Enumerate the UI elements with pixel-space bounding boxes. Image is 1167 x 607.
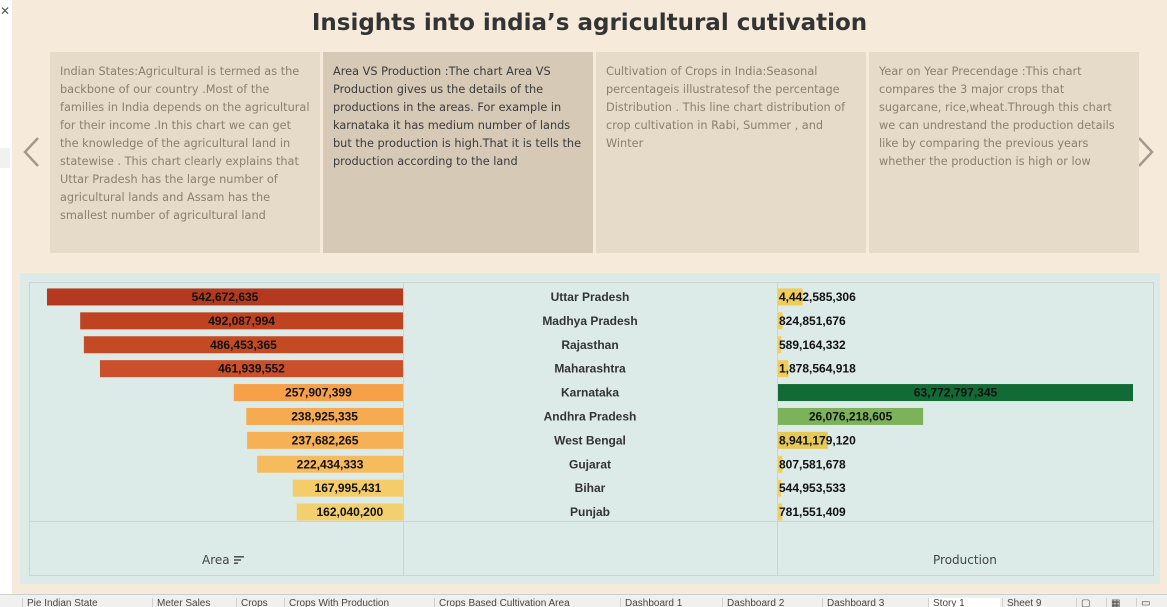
chevron-left-icon bbox=[23, 137, 39, 167]
area-bar[interactable] bbox=[246, 407, 403, 425]
production-value-label: 26,076,218,605 bbox=[809, 409, 893, 423]
state-label: Karnataka bbox=[561, 386, 619, 400]
area-value-label: 461,939,552 bbox=[218, 362, 285, 376]
state-label: West Bengal bbox=[554, 433, 626, 447]
new-story-icon[interactable]: ▭ bbox=[1136, 598, 1167, 607]
sheet-tab-active[interactable]: Story 1 bbox=[928, 598, 1000, 607]
production-axis-label: Production bbox=[933, 553, 997, 567]
sheet-tab[interactable]: Meter Sales bbox=[152, 598, 234, 607]
sheet-tab[interactable]: Pie Indian State bbox=[22, 598, 150, 607]
area-bar[interactable] bbox=[233, 384, 403, 402]
production-value-label: 4,442,585,306 bbox=[779, 290, 856, 304]
sheet-tab[interactable]: Crops Based Cultivation Area bbox=[434, 598, 618, 607]
area-value-label: 238,925,335 bbox=[291, 409, 358, 423]
production-bar[interactable] bbox=[778, 431, 828, 449]
state-label: Gujarat bbox=[569, 457, 611, 471]
production-bar[interactable] bbox=[778, 312, 783, 330]
production-bar[interactable] bbox=[778, 288, 803, 306]
sheet-tab[interactable]: Dashboard 2 bbox=[722, 598, 820, 607]
area-bar[interactable] bbox=[296, 503, 403, 521]
area-bar[interactable] bbox=[80, 312, 404, 330]
story-point-text: Year on Year Precendage :This chart comp… bbox=[879, 65, 1115, 168]
story-point-text: Indian States:Agricultural is termed as … bbox=[60, 65, 310, 222]
production-bar[interactable] bbox=[778, 479, 782, 497]
area-value-label: 492,087,994 bbox=[208, 314, 275, 328]
sheet-tab[interactable]: Crops With Production bbox=[284, 598, 432, 607]
story-point-1[interactable]: Indian States:Agricultural is termed as … bbox=[50, 52, 320, 253]
production-value-label: 1,878,564,918 bbox=[779, 362, 856, 376]
production-value-label: 544,953,533 bbox=[779, 481, 846, 495]
new-sheet-icon[interactable]: ▢ bbox=[1076, 598, 1104, 607]
area-axis-text: Area bbox=[202, 553, 230, 567]
area-axis-label: Area bbox=[202, 553, 245, 568]
production-value-label: 589,164,332 bbox=[779, 338, 846, 352]
state-label: Uttar Pradesh bbox=[551, 290, 630, 304]
next-point-button[interactable] bbox=[1134, 134, 1156, 170]
area-value-label: 222,434,333 bbox=[297, 457, 364, 471]
production-bar[interactable] bbox=[778, 360, 789, 378]
area-value-label: 542,672,635 bbox=[192, 290, 259, 304]
production-value-label: 824,851,676 bbox=[779, 314, 846, 328]
story-title: Insights into india’s agricultural cutiv… bbox=[311, 10, 868, 36]
production-bar[interactable] bbox=[778, 407, 924, 425]
production-value-label: 8,941,179,120 bbox=[779, 433, 856, 447]
production-bar[interactable] bbox=[778, 503, 783, 521]
story-point-text: Area VS Production :The chart Area VS Pr… bbox=[333, 65, 582, 168]
area-vs-production-chart: 542,672,635 Uttar Pradesh 4,442,585,306 492… bbox=[47, 288, 1133, 521]
area-bar[interactable] bbox=[257, 455, 403, 473]
sort-icon[interactable] bbox=[233, 554, 245, 568]
production-bar[interactable] bbox=[778, 336, 782, 354]
state-label: Maharashtra bbox=[554, 362, 626, 376]
production-bar[interactable] bbox=[778, 455, 783, 473]
sheet-tab[interactable]: Dashboard 3 bbox=[822, 598, 926, 607]
chart-area: 542,672,635 Uttar Pradesh 4,442,585,306 492… bbox=[29, 282, 1154, 576]
new-dashboard-icon[interactable]: ▦ bbox=[1106, 598, 1134, 607]
area-bar[interactable] bbox=[83, 336, 403, 354]
story-point-3[interactable]: Cultivation of Crops in India:Seasonal p… bbox=[596, 52, 866, 253]
state-label: Rajasthan bbox=[561, 338, 618, 352]
story-point-2[interactable]: Area VS Production :The chart Area VS Pr… bbox=[323, 52, 593, 253]
close-icon[interactable]: ✕ bbox=[0, 4, 11, 18]
sheet-tab[interactable]: Crops bbox=[236, 598, 282, 607]
production-value-label: 63,772,797,345 bbox=[914, 386, 998, 400]
sheet-tab[interactable]: Sheet 9 bbox=[1002, 598, 1072, 607]
story-canvas: Insights into india’s agricultural cutiv… bbox=[12, 0, 1167, 594]
production-value-label: 807,581,678 bbox=[779, 457, 846, 471]
sheet-tab[interactable]: Dashboard 1 bbox=[620, 598, 720, 607]
divider-left bbox=[403, 283, 404, 575]
state-label: Andhra Pradesh bbox=[544, 409, 637, 423]
area-value-label: 257,907,399 bbox=[285, 386, 352, 400]
area-value-label: 486,453,365 bbox=[210, 338, 277, 352]
state-label: Punjab bbox=[570, 505, 610, 519]
divider-right bbox=[777, 283, 778, 575]
axis-divider bbox=[30, 521, 1153, 522]
previous-point-button[interactable] bbox=[21, 134, 43, 170]
production-value-label: 781,551,409 bbox=[779, 505, 846, 519]
production-bar[interactable] bbox=[778, 384, 1133, 402]
story-point-4[interactable]: Year on Year Precendage :This chart comp… bbox=[869, 52, 1139, 253]
chart-panel: 542,672,635 Uttar Pradesh 4,442,585,306 492… bbox=[20, 273, 1160, 584]
story-points: Indian States:Agricultural is termed as … bbox=[50, 52, 1143, 253]
story-point-text: Cultivation of Crops in India:Seasonal p… bbox=[606, 65, 846, 150]
sheet-tabs: Pie Indian State Meter Sales Crops Crops… bbox=[0, 594, 1167, 607]
area-bar[interactable] bbox=[247, 431, 403, 449]
area-bar[interactable] bbox=[99, 360, 403, 378]
area-value-label: 167,995,431 bbox=[315, 481, 382, 495]
chevron-right-icon bbox=[1138, 137, 1154, 167]
area-bar[interactable] bbox=[292, 479, 403, 497]
area-bar[interactable] bbox=[47, 288, 403, 306]
area-value-label: 162,040,200 bbox=[316, 505, 383, 519]
state-label: Bihar bbox=[575, 481, 606, 495]
state-label: Madhya Pradesh bbox=[542, 314, 637, 328]
area-value-label: 237,682,265 bbox=[292, 433, 359, 447]
side-handle[interactable] bbox=[0, 148, 10, 168]
